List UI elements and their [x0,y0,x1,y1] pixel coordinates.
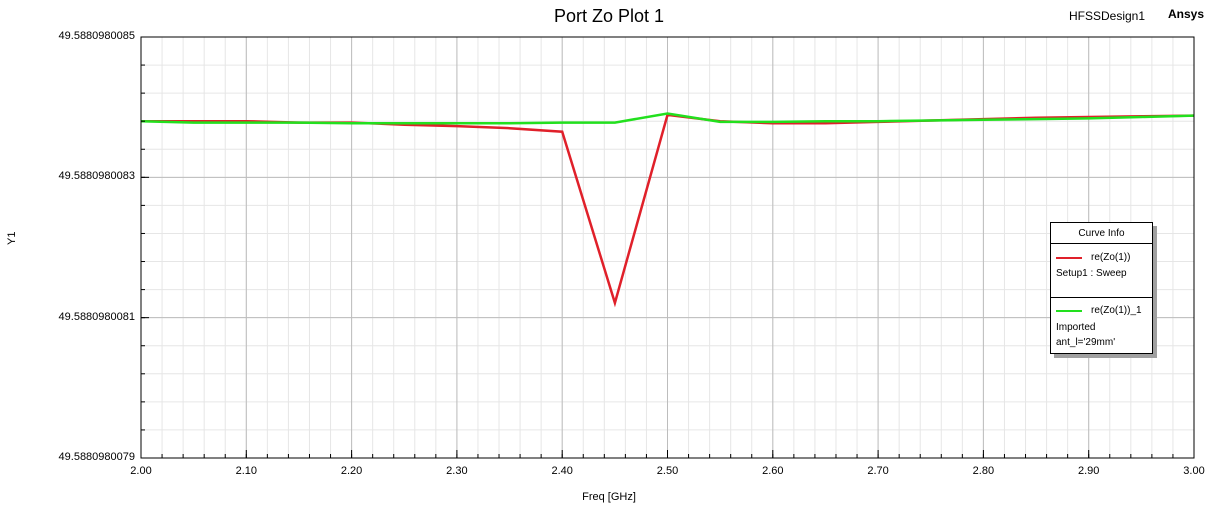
design-name: HFSSDesign1 [1069,9,1146,23]
series-line-2 [140,112,1195,125]
y-tick-label: 49.5880980081 [58,310,135,323]
legend-series-2-extra: ant_l='29mm' [1056,337,1116,348]
x-tick-label: 2.80 [972,465,995,477]
x-tick-label: 2.50 [656,465,679,477]
legend-swatch-series-1 [1056,257,1082,259]
y-axis-label: Y1 [6,231,18,245]
x-tick-label: 2.30 [446,465,468,477]
brand-label: Ansys [1168,7,1205,21]
legend[interactable]: Curve Info re(Zo(1)) Setup1 : Sweep re(Z… [1050,222,1153,354]
x-tick-label: 2.60 [762,465,784,477]
legend-swatch-series-2 [1056,310,1082,312]
x-tick-label: 2.00 [130,465,152,477]
x-tick-label: 2.20 [340,465,363,477]
chart-title: Port Zo Plot 1 [553,6,665,26]
y-tick-label: 49.5880980083 [58,170,135,183]
legend-series-2-source: Imported [1056,322,1096,333]
x-tick-label: 2.90 [1077,465,1100,477]
y-tick-label: 49.5880980085 [58,30,135,42]
x-axis-label: Freq [GHz] [582,491,636,503]
x-tick-label: 2.40 [551,465,573,477]
legend-series-2-name: re(Zo(1))_1 [1091,305,1142,316]
legend-divider [1051,297,1152,298]
x-tick-label: 2.10 [235,465,257,477]
legend-series-1-name: re(Zo(1)) [1091,252,1131,263]
x-tick-label: 2.70 [867,465,889,477]
x-tick-label: 3.00 [1183,465,1205,477]
legend-series-1-source: Setup1 : Sweep [1056,268,1127,279]
y-tick-label: 49.5880980079 [58,451,135,463]
legend-title: Curve Info [1051,223,1152,244]
